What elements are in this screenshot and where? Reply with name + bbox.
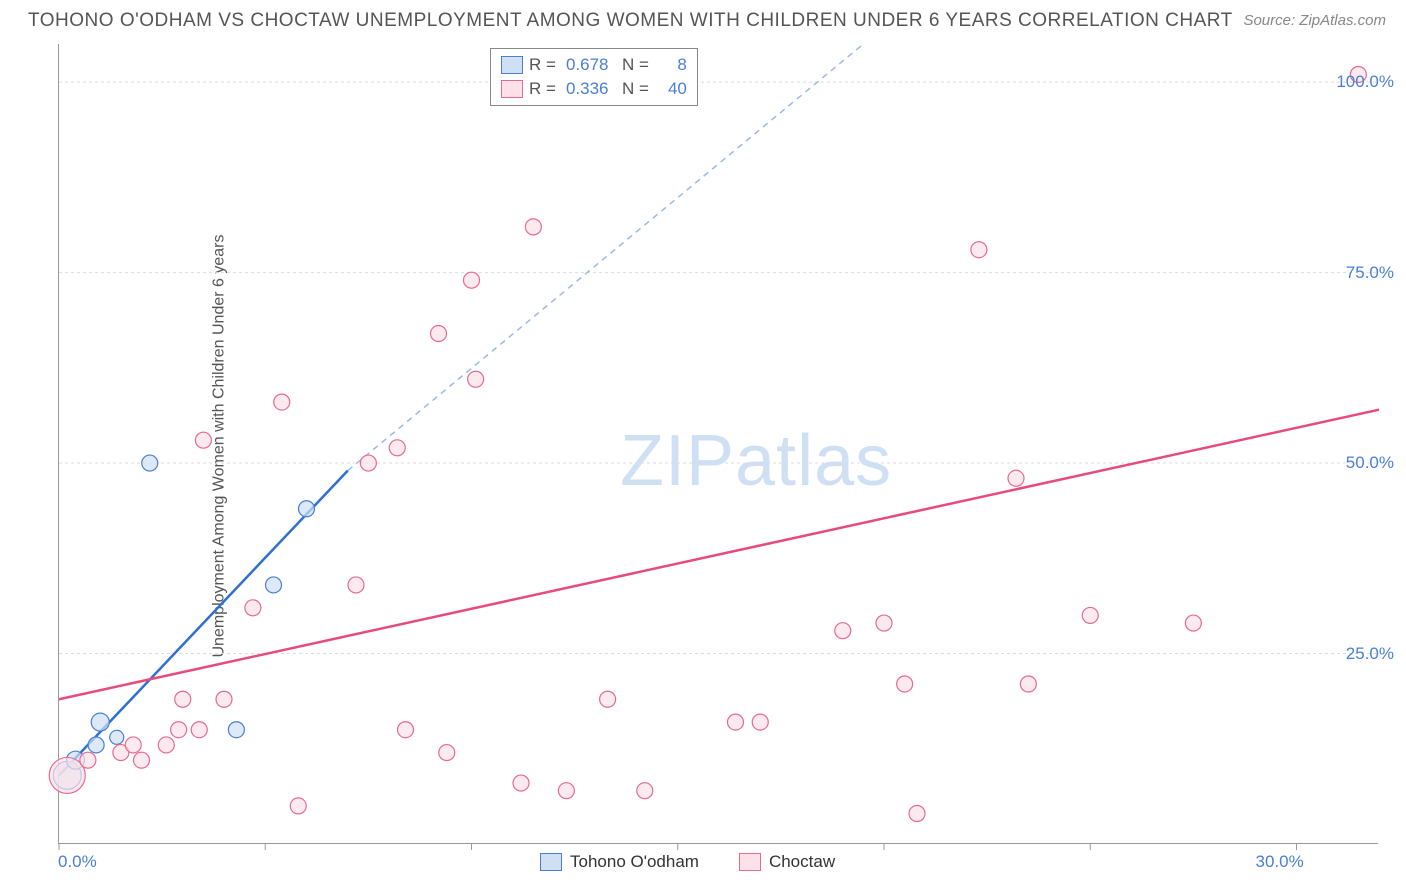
legend-label: Choctaw bbox=[769, 852, 835, 872]
y-tick-label: 75.0% bbox=[1346, 263, 1394, 283]
legend-label: Tohono O'odham bbox=[570, 852, 699, 872]
legend-swatch bbox=[739, 853, 761, 871]
chart-title: TOHONO O'ODHAM VS CHOCTAW UNEMPLOYMENT A… bbox=[28, 10, 1233, 32]
r-value: 0.336 bbox=[566, 77, 616, 101]
legend-top-row: R = 0.336 N = 40 bbox=[501, 77, 687, 101]
chart-svg bbox=[59, 44, 1378, 843]
legend-swatch bbox=[501, 80, 523, 98]
series-legend: Tohono O'odham Choctaw bbox=[540, 852, 835, 872]
y-tick-label: 100.0% bbox=[1336, 72, 1394, 92]
n-value: 40 bbox=[659, 77, 687, 101]
legend-swatch bbox=[540, 853, 562, 871]
n-label: N = bbox=[622, 53, 649, 77]
y-tick-label: 25.0% bbox=[1346, 644, 1394, 664]
plot-area bbox=[58, 44, 1378, 844]
source-label: Source: ZipAtlas.com bbox=[1243, 12, 1386, 29]
r-label: R = bbox=[529, 53, 556, 77]
legend-swatch bbox=[501, 56, 523, 74]
r-value: 0.678 bbox=[566, 53, 616, 77]
legend-bottom-item: Choctaw bbox=[739, 852, 835, 872]
correlation-legend: R = 0.678 N = 8 R = 0.336 N = 40 bbox=[490, 48, 698, 106]
n-value: 8 bbox=[659, 53, 687, 77]
n-label: N = bbox=[622, 77, 649, 101]
legend-top-row: R = 0.678 N = 8 bbox=[501, 53, 687, 77]
y-tick-label: 50.0% bbox=[1346, 453, 1394, 473]
x-tick-label: 30.0% bbox=[1256, 852, 1304, 872]
legend-bottom-item: Tohono O'odham bbox=[540, 852, 699, 872]
r-label: R = bbox=[529, 77, 556, 101]
x-tick-label: 0.0% bbox=[58, 852, 97, 872]
